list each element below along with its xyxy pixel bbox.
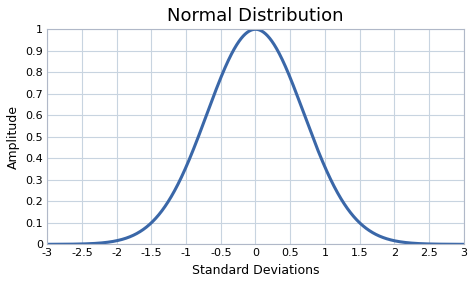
- X-axis label: Standard Deviations: Standard Deviations: [192, 264, 319, 277]
- Y-axis label: Amplitude: Amplitude: [7, 105, 20, 169]
- Title: Normal Distribution: Normal Distribution: [167, 7, 344, 25]
